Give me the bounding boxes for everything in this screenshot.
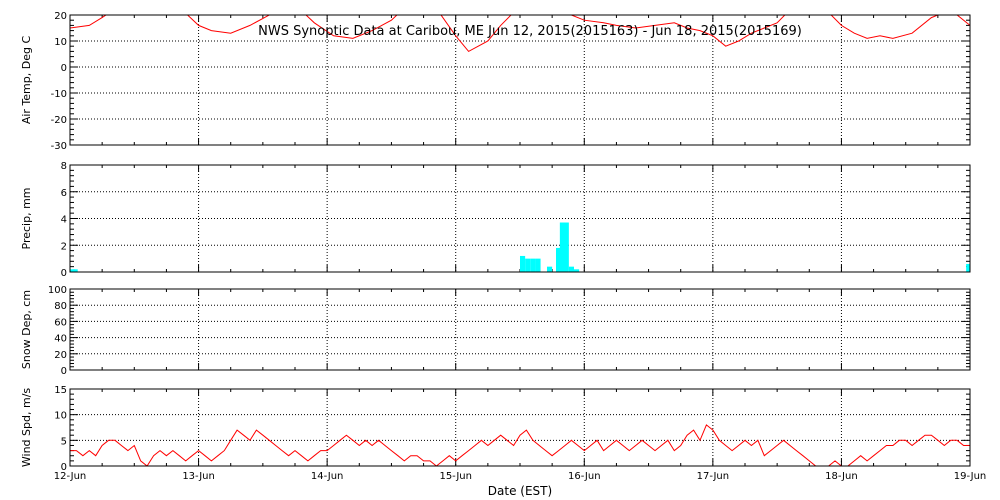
precip-bar [556, 247, 562, 272]
precip-bar [535, 258, 541, 272]
precip-bar [966, 263, 970, 272]
panel-1: 0 2 4 6 8 Precip, mm [20, 161, 971, 279]
precip-bar [525, 258, 531, 272]
y-tick-label: 100 [48, 285, 67, 296]
y-tick-label: -30 [51, 141, 67, 152]
y-tick-label: 80 [54, 301, 67, 312]
y-axis-label: Air Temp, Deg C [20, 36, 33, 125]
precip-bar [72, 269, 78, 272]
series-line [70, 15, 970, 53]
y-tick-label: 20 [54, 350, 67, 361]
y-tick-label: 0 [61, 63, 67, 74]
panel-frame [69, 288, 971, 371]
panel-frame [69, 164, 971, 273]
y-tick-label: 5 [61, 436, 67, 447]
y-tick-label: 2 [61, 241, 67, 252]
panel-0: -30 -20 -10 0 10 20 Air Temp, Deg C [20, 11, 971, 152]
x-tick-label: 12-Jun [54, 471, 87, 482]
chart-title: NWS Synoptic Data at Caribou, ME Jun 12,… [258, 24, 802, 39]
x-tick-label: 13-Jun [182, 471, 215, 482]
x-tick-label: 16-Jun [568, 471, 601, 482]
x-tick-label: 19-Jun [954, 471, 987, 482]
series-line [70, 424, 970, 466]
y-tick-label: 6 [61, 188, 67, 199]
panel-3: 0 5 10 15 Wind Spd, m/s 12-Jun 13-Jun 14-Jun 15-… [20, 385, 986, 482]
y-tick-label: 0 [61, 366, 67, 377]
y-axis-label: Precip, mm [20, 188, 33, 250]
precip-bar [559, 222, 565, 272]
y-tick-label: 10 [54, 411, 67, 422]
panel-data [70, 424, 970, 466]
x-axis-label: Date (EST) [488, 484, 552, 498]
panel-2: 0 20 40 60 80 100 Snow Dep, cm [20, 285, 971, 377]
x-tick-label: 14-Jun [311, 471, 344, 482]
x-tick-label: 18-Jun [825, 471, 858, 482]
panel-data [70, 222, 970, 272]
y-tick-label: -10 [51, 89, 67, 100]
y-tick-label: 40 [54, 334, 67, 345]
panel-frame [69, 388, 971, 467]
y-tick-label: 20 [54, 11, 67, 22]
y-tick-label: 4 [61, 215, 67, 226]
panel-data [70, 15, 970, 53]
y-tick-label: 8 [61, 161, 67, 172]
y-axis-label: Snow Dep, cm [20, 290, 33, 369]
y-tick-label: 0 [61, 268, 67, 279]
x-tick-label: 17-Jun [697, 471, 730, 482]
precip-bar [520, 255, 526, 272]
y-tick-label: 0 [61, 462, 67, 473]
precip-bar [568, 266, 574, 272]
y-tick-label: -20 [51, 115, 67, 126]
precip-bar [547, 266, 553, 272]
y-tick-label: 60 [54, 317, 67, 328]
precip-bar [563, 222, 569, 272]
y-tick-label: 15 [54, 385, 67, 396]
panel-frame [69, 14, 971, 146]
chart-panels: -30 -20 -10 0 10 20 Air Temp, Deg C 0 2 4 6 8 Precip… [20, 11, 986, 482]
precip-bar [530, 258, 536, 272]
precip-bar [574, 269, 580, 272]
y-tick-label: 10 [54, 37, 67, 48]
x-tick-label: 15-Jun [439, 471, 472, 482]
y-axis-label: Wind Spd, m/s [20, 388, 33, 468]
